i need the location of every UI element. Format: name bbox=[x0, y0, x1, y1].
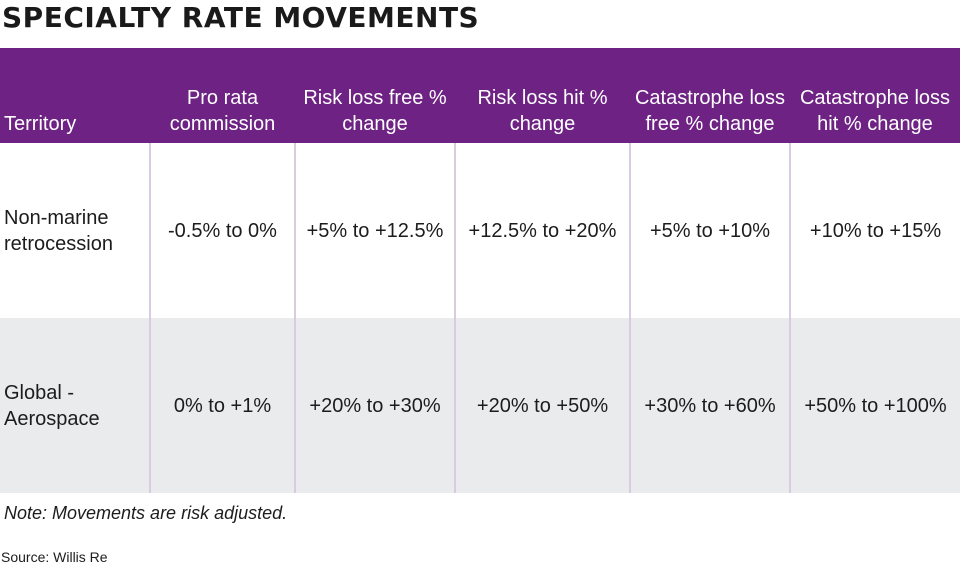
table-cell-territory: Global - Aerospace bbox=[0, 318, 150, 493]
table-cell: +10% to +15% bbox=[789, 143, 960, 318]
table-cell: +12.5% to +20% bbox=[454, 143, 630, 318]
table-cell: -0.5% to 0% bbox=[149, 143, 295, 318]
header-risk-loss-hit: Risk loss hit % change bbox=[455, 48, 630, 143]
table-row: Global - Aerospace 0% to +1% +20% to +30… bbox=[0, 318, 960, 493]
header-catastrophe-loss-free: Catastrophe loss free % change bbox=[630, 48, 790, 143]
rate-table: Territory Pro rata commission Risk loss … bbox=[0, 48, 960, 493]
table-cell: +5% to +10% bbox=[629, 143, 790, 318]
table-cell-territory: Non-marine retrocession bbox=[0, 143, 150, 318]
footnote: Note: Movements are risk adjusted. bbox=[4, 503, 288, 523]
header-territory: Territory bbox=[0, 48, 150, 143]
chart-title: SPECIALTY RATE MOVEMENTS bbox=[2, 1, 480, 34]
table-row: Non-marine retrocession -0.5% to 0% +5% … bbox=[0, 143, 960, 318]
table-cell: +30% to +60% bbox=[629, 318, 790, 493]
table-cell: 0% to +1% bbox=[149, 318, 295, 493]
header-row: Territory Pro rata commission Risk loss … bbox=[0, 48, 960, 143]
table-cell: +20% to +30% bbox=[294, 318, 455, 493]
table-cell: +50% to +100% bbox=[789, 318, 960, 493]
header-risk-loss-free: Risk loss free % change bbox=[295, 48, 455, 143]
header-pro-rata-commission: Pro rata commission bbox=[150, 48, 295, 143]
source-credit: Source: Willis Re bbox=[1, 549, 108, 565]
table-cell: +5% to +12.5% bbox=[294, 143, 455, 318]
table-cell: +20% to +50% bbox=[454, 318, 630, 493]
header-catastrophe-loss-hit: Catastrophe loss hit % change bbox=[790, 48, 960, 143]
